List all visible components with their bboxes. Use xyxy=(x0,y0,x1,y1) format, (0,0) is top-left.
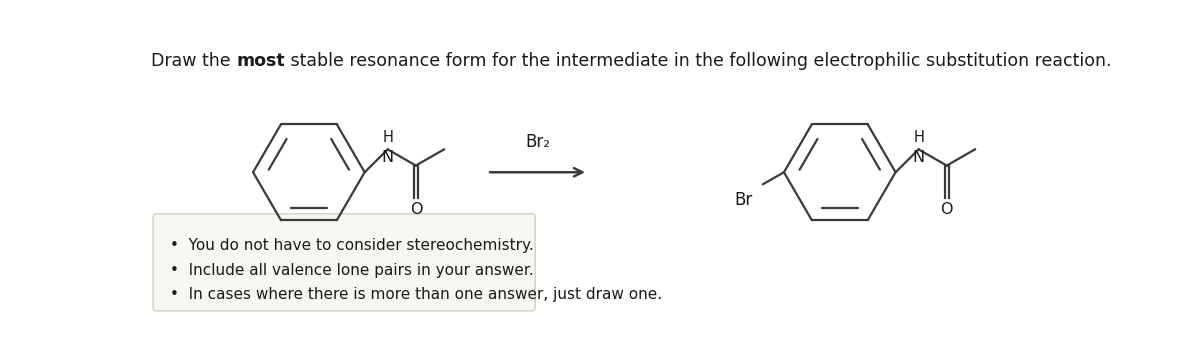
Text: Br: Br xyxy=(734,191,752,209)
Text: most: most xyxy=(236,52,284,70)
Text: Draw the: Draw the xyxy=(151,52,236,70)
Text: Br₂: Br₂ xyxy=(526,133,550,151)
Text: •  You do not have to consider stereochemistry.: • You do not have to consider stereochem… xyxy=(170,238,534,253)
FancyBboxPatch shape xyxy=(154,214,535,311)
Text: stable resonance form for the intermediate in the following electrophilic substi: stable resonance form for the intermedia… xyxy=(284,52,1111,70)
Text: H: H xyxy=(913,130,924,145)
Text: H: H xyxy=(383,130,394,145)
Text: N: N xyxy=(912,150,925,165)
Text: •  Include all valence lone pairs in your answer.: • Include all valence lone pairs in your… xyxy=(170,263,534,278)
Text: N: N xyxy=(382,150,394,165)
Text: O: O xyxy=(941,202,953,217)
Text: •  In cases where there is more than one answer, just draw one.: • In cases where there is more than one … xyxy=(170,287,662,302)
Text: O: O xyxy=(409,202,422,217)
